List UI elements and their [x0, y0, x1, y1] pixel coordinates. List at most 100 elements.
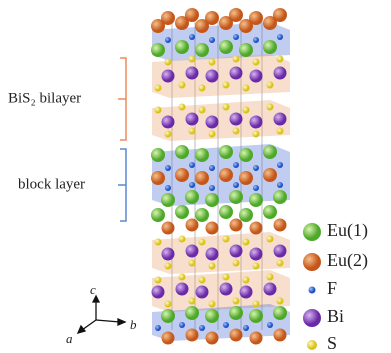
- atom-s: [243, 107, 250, 114]
- block-bracket: [118, 149, 126, 221]
- atom-bi: [250, 70, 263, 83]
- atom-s: [209, 59, 216, 66]
- atom-f: [233, 34, 239, 40]
- atom-f: [233, 182, 239, 188]
- atom-s: [267, 236, 274, 243]
- atom-bi: [274, 67, 287, 80]
- atom-bi: [274, 113, 287, 126]
- atom-f: [209, 165, 215, 171]
- atom-eu2: [206, 222, 219, 235]
- atom-f: [179, 322, 185, 328]
- atom-bi: [206, 70, 219, 83]
- atom-s: [189, 56, 196, 63]
- bilayer-label: BiS₂ bilayer: [8, 90, 81, 106]
- atom-eu2: [263, 16, 277, 30]
- atom-f: [233, 162, 239, 168]
- atom-s: [209, 301, 216, 308]
- atom-s: [189, 298, 196, 305]
- atom-f: [277, 162, 283, 168]
- atom-s: [199, 107, 206, 114]
- atom-eu2: [195, 171, 209, 185]
- atom-s: [179, 104, 186, 111]
- atom-eu2: [206, 332, 219, 345]
- atom-eu1: [229, 190, 243, 204]
- block-label: block layer: [18, 176, 85, 192]
- atom-s: [233, 298, 240, 305]
- atom-s: [165, 301, 172, 308]
- atom-s: [155, 239, 162, 246]
- atom-f: [277, 182, 283, 188]
- atom-f: [223, 322, 229, 328]
- atom-f: [155, 325, 161, 331]
- atom-s: [165, 263, 172, 270]
- atom-eu2: [151, 171, 165, 185]
- atom-eu2: [250, 332, 263, 345]
- atom-s: [253, 301, 260, 308]
- atom-eu2: [230, 329, 243, 342]
- atom-s: [253, 59, 260, 66]
- atom-eu1: [151, 148, 165, 162]
- atom-eu2: [219, 168, 233, 182]
- bilayer-bracket: [118, 58, 126, 140]
- atom-bi: [196, 286, 209, 299]
- atom-eu2: [250, 222, 263, 235]
- atom-eu2: [195, 19, 209, 33]
- atom-s: [223, 274, 230, 281]
- atom-s: [267, 82, 274, 89]
- legend-swatch: [303, 253, 321, 271]
- legend-label: F: [327, 278, 337, 298]
- atom-eu2: [175, 16, 189, 30]
- axis-b: b: [130, 317, 137, 332]
- atom-f: [253, 165, 259, 171]
- atom-eu1: [249, 193, 263, 207]
- legend: Eu(1) Eu(2) F Bi S: [303, 220, 368, 353]
- atom-bi: [220, 283, 233, 296]
- atom-eu2: [274, 219, 287, 232]
- atom-f: [189, 162, 195, 168]
- atom-s: [209, 131, 216, 138]
- atom-bi: [250, 116, 263, 129]
- atom-s: [165, 59, 172, 66]
- atom-bi: [230, 245, 243, 258]
- atom-eu2: [175, 168, 189, 182]
- atom-bi: [264, 283, 277, 296]
- atom-s: [277, 298, 284, 305]
- atom-bi: [162, 70, 175, 83]
- atom-f: [253, 37, 259, 43]
- atom-s: [233, 128, 240, 135]
- atom-eu1: [151, 43, 165, 57]
- atom-bi: [240, 286, 253, 299]
- atom-eu1: [175, 205, 189, 219]
- atom-bi: [186, 245, 199, 258]
- axes-icon: [78, 296, 125, 333]
- atom-s: [199, 239, 206, 246]
- atom-s: [189, 128, 196, 135]
- atom-f: [267, 322, 273, 328]
- legend-label: Bi: [327, 306, 344, 326]
- atom-f: [189, 34, 195, 40]
- atom-s: [267, 104, 274, 111]
- atom-f: [165, 165, 171, 171]
- legend-label: Eu(2): [327, 250, 368, 271]
- crystal-structure: [151, 8, 290, 345]
- atom-eu2: [274, 329, 287, 342]
- atom-s: [253, 131, 260, 138]
- atom-s: [189, 260, 196, 267]
- atom-eu2: [263, 168, 277, 182]
- atom-s: [267, 274, 274, 281]
- atom-s: [243, 239, 250, 246]
- atom-s: [199, 277, 206, 284]
- atom-bi: [162, 248, 175, 261]
- atom-s: [199, 85, 206, 92]
- atom-s: [165, 131, 172, 138]
- atom-eu1: [205, 309, 219, 323]
- atom-eu1: [175, 40, 189, 54]
- atom-eu1: [219, 145, 233, 159]
- atom-eu2: [239, 171, 253, 185]
- legend-swatch: [309, 287, 316, 294]
- atom-s: [223, 104, 230, 111]
- atom-eu1: [205, 193, 219, 207]
- legend-swatch: [307, 340, 317, 350]
- atom-s: [233, 56, 240, 63]
- atom-s: [155, 277, 162, 284]
